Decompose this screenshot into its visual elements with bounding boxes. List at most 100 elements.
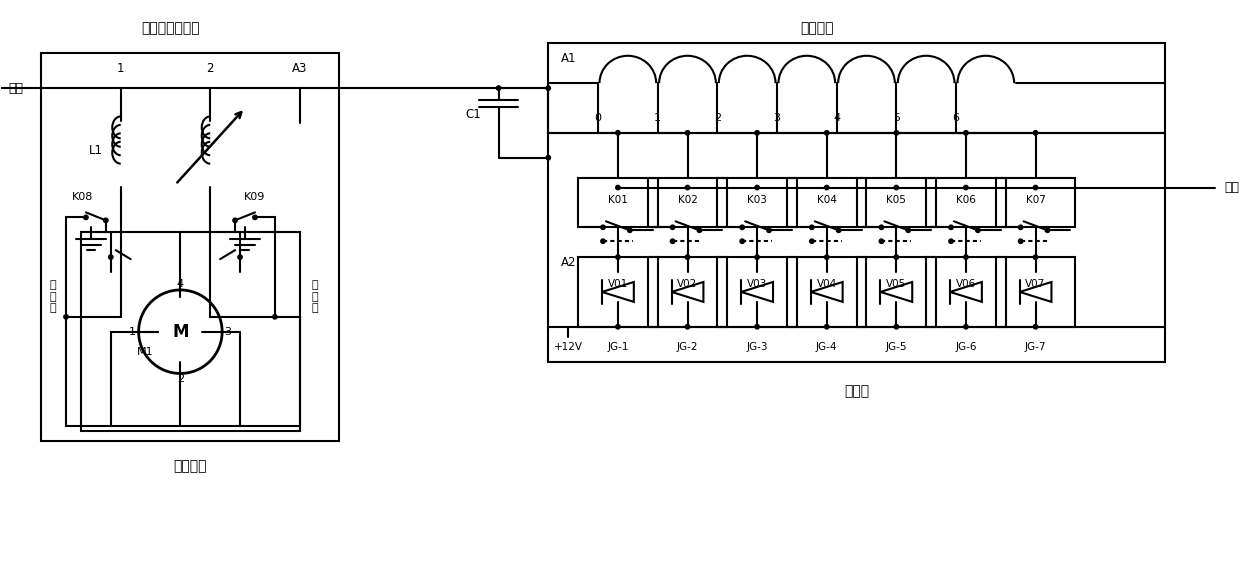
Circle shape <box>671 239 675 243</box>
Bar <box>926 257 1006 327</box>
Text: JG-5: JG-5 <box>885 342 908 352</box>
Circle shape <box>894 255 899 259</box>
Circle shape <box>879 239 884 243</box>
Circle shape <box>601 239 605 243</box>
Circle shape <box>810 225 813 229</box>
Circle shape <box>949 239 954 243</box>
Text: 1: 1 <box>655 113 661 123</box>
Circle shape <box>1033 255 1038 259</box>
Bar <box>548 43 1164 133</box>
Circle shape <box>976 228 980 233</box>
Circle shape <box>1033 130 1038 135</box>
Bar <box>926 178 1006 227</box>
Text: +12V: +12V <box>554 342 583 352</box>
Circle shape <box>109 255 113 259</box>
Circle shape <box>546 156 551 160</box>
Bar <box>647 178 728 227</box>
Text: K09: K09 <box>244 192 265 202</box>
Text: 1: 1 <box>129 327 136 337</box>
Circle shape <box>963 324 968 329</box>
Circle shape <box>825 255 828 259</box>
Circle shape <box>1018 239 1023 243</box>
Text: K06: K06 <box>956 196 976 206</box>
Text: A3: A3 <box>291 62 308 75</box>
Text: 2: 2 <box>714 113 720 123</box>
Bar <box>857 257 936 327</box>
Text: V04: V04 <box>817 279 837 289</box>
Text: 2: 2 <box>206 62 215 75</box>
Circle shape <box>616 185 620 190</box>
Circle shape <box>63 315 68 319</box>
Text: A1: A1 <box>560 52 575 65</box>
Circle shape <box>496 86 501 90</box>
Circle shape <box>686 185 689 190</box>
Circle shape <box>627 228 632 233</box>
Circle shape <box>755 130 759 135</box>
Text: JG-6: JG-6 <box>955 342 977 352</box>
Text: 0: 0 <box>594 113 601 123</box>
Circle shape <box>686 255 689 259</box>
Text: JG-7: JG-7 <box>1024 342 1047 352</box>
Text: 球形可变电感器: 球形可变电感器 <box>141 21 200 35</box>
Circle shape <box>894 324 899 329</box>
Text: JG-4: JG-4 <box>816 342 837 352</box>
Text: 右
限
位: 右 限 位 <box>311 280 317 314</box>
Circle shape <box>546 86 551 90</box>
Text: 输出: 输出 <box>1224 181 1240 194</box>
Text: K03: K03 <box>748 196 768 206</box>
Circle shape <box>601 225 605 229</box>
Circle shape <box>686 324 689 329</box>
Text: V01: V01 <box>608 279 627 289</box>
Circle shape <box>84 215 88 220</box>
Circle shape <box>825 324 828 329</box>
Circle shape <box>253 215 257 220</box>
Circle shape <box>825 185 828 190</box>
Text: 4: 4 <box>833 113 841 123</box>
Bar <box>41 53 340 441</box>
Circle shape <box>740 239 744 243</box>
Text: K01: K01 <box>608 196 627 206</box>
Bar <box>996 178 1075 227</box>
Text: 1: 1 <box>117 62 124 75</box>
Circle shape <box>963 255 968 259</box>
Text: L1: L1 <box>89 144 103 157</box>
Text: 4: 4 <box>177 279 184 289</box>
Bar <box>787 178 867 227</box>
Circle shape <box>686 130 689 135</box>
Text: 3: 3 <box>224 327 232 337</box>
Circle shape <box>616 130 620 135</box>
Text: 输入: 输入 <box>9 81 24 94</box>
Circle shape <box>963 130 968 135</box>
Text: 2: 2 <box>177 374 184 384</box>
Text: 5: 5 <box>893 113 900 123</box>
Text: K08: K08 <box>72 192 93 202</box>
Text: 左
限
位: 左 限 位 <box>50 280 56 314</box>
Circle shape <box>949 225 954 229</box>
Text: V07: V07 <box>1025 279 1045 289</box>
Circle shape <box>906 228 910 233</box>
Text: C1: C1 <box>466 108 481 121</box>
Circle shape <box>1045 228 1049 233</box>
Text: V03: V03 <box>746 279 768 289</box>
Text: 6: 6 <box>952 113 960 123</box>
Circle shape <box>879 225 884 229</box>
Text: K04: K04 <box>817 196 837 206</box>
Circle shape <box>894 185 899 190</box>
Circle shape <box>273 315 277 319</box>
Circle shape <box>825 130 828 135</box>
Circle shape <box>766 228 771 233</box>
Text: 步进电机: 步进电机 <box>174 459 207 473</box>
Text: A2: A2 <box>560 256 575 269</box>
Text: V06: V06 <box>956 279 976 289</box>
Text: 加感线圈: 加感线圈 <box>800 21 833 35</box>
Bar <box>996 257 1075 327</box>
Text: M: M <box>172 323 188 341</box>
Circle shape <box>233 218 237 223</box>
Text: K02: K02 <box>677 196 697 206</box>
Text: 3: 3 <box>774 113 780 123</box>
Circle shape <box>755 255 759 259</box>
Bar <box>717 257 797 327</box>
Bar <box>578 178 657 227</box>
Text: JG-3: JG-3 <box>746 342 768 352</box>
Bar <box>857 178 936 227</box>
